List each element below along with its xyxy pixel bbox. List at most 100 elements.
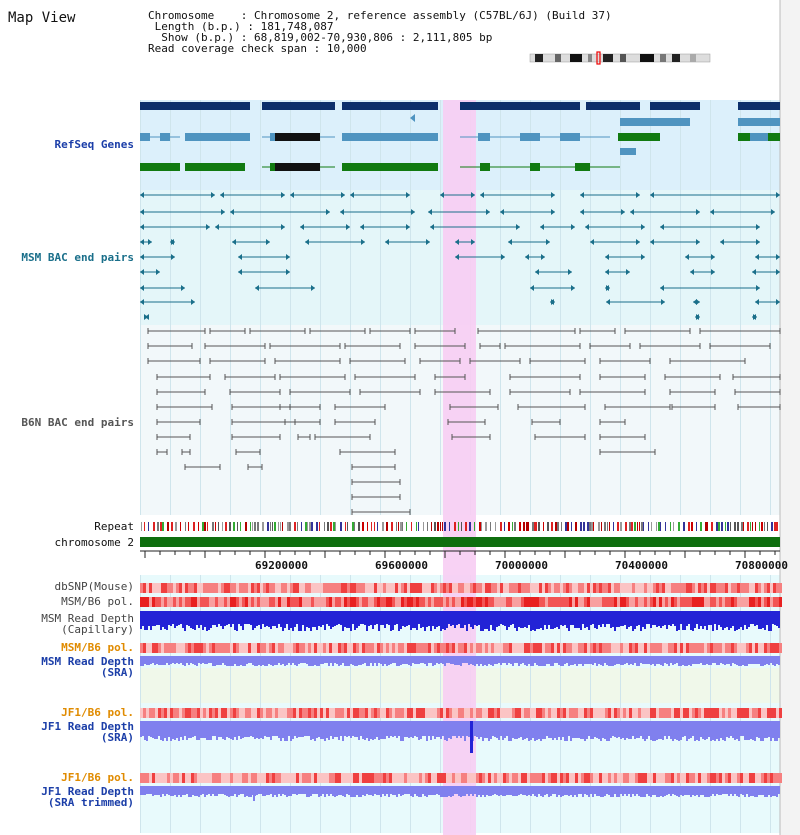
msm-b6-pol-sra-strip [206, 643, 209, 653]
dbsnp-strip [143, 583, 146, 593]
msm-depth-sra-bar [474, 656, 476, 666]
jf1-b6-pol-strip [347, 708, 350, 718]
msm-depth-capillary-bar [238, 611, 240, 624]
jf1-depth-sra-bar [326, 721, 328, 738]
msm-depth-sra-bar [236, 656, 238, 666]
msm-depth-sra-bar [406, 656, 408, 664]
msm-depth-sra-bar [512, 656, 514, 666]
jf1-depth-sra-bar [496, 721, 498, 738]
jf1-depth-sra-bar [678, 721, 680, 741]
b6n-bac-label[interactable]: B6N BAC end pairs [21, 416, 134, 429]
dbsnp-strip [545, 583, 548, 593]
refseq-genes-label[interactable]: RefSeq Genes [54, 138, 134, 151]
jf1-b6-pol-trim-strip [227, 773, 230, 783]
jf1-depth-sra-bar [662, 721, 664, 740]
jf1-depth-trimmed-bar [594, 786, 596, 794]
jf1-depth-sra-bar [480, 721, 482, 737]
jf1-depth-sra-bar [230, 721, 232, 739]
msm-bac-end [685, 254, 689, 260]
msm-bac-end [508, 239, 512, 245]
jf1-b6-pol-trim-strip [491, 773, 494, 783]
dbsnp-strip [227, 583, 230, 593]
msm-depth-sra-bar [462, 656, 464, 663]
msm-depth-capillary-bar [424, 611, 426, 631]
msm-depth-capillary-bar [210, 611, 212, 628]
jf1-depth-sra-bar [620, 721, 622, 739]
msm-depth-capillary-bar [404, 611, 406, 627]
msm-depth-capillary-bar [578, 611, 580, 628]
msm-depth-capillary-bar [296, 611, 298, 624]
jf1-depth-sra-bar [214, 721, 216, 736]
msm-depth-sra-bar [604, 656, 606, 663]
repeat-element [382, 522, 384, 531]
gene-exon [620, 148, 636, 155]
jf1-b6-pol-strip [323, 708, 326, 718]
jf1-b6-pol-label: JF1/B6 pol. [61, 706, 134, 719]
msm-depth-sra-bar [552, 656, 554, 666]
repeat-element [691, 522, 693, 531]
jf1-depth-sra-bar [446, 721, 448, 741]
jf1-depth-trimmed-bar [754, 786, 756, 797]
jf1-b6-pol-trim-strip [737, 773, 740, 783]
msm-b6-pol-strip [461, 597, 464, 607]
jf1-depth-trimmed-bar [180, 786, 182, 797]
dbsnp-strip [473, 583, 476, 593]
repeat-element [767, 522, 768, 531]
msm-depth-capillary-bar [206, 611, 208, 631]
jf1-b6-pol-strip [713, 708, 716, 718]
repeat-element [604, 522, 606, 531]
repeat-element [734, 522, 736, 531]
msm-bac-end [230, 209, 234, 215]
jf1-depth-trimmed-bar [506, 786, 508, 795]
msm-depth-sra-bar [238, 656, 240, 666]
jf1-b6-pol-strip [536, 708, 539, 718]
msm-b6-pol-strip [560, 597, 563, 607]
msm-depth-capillary-bar [232, 611, 234, 624]
dbsnp-strip [734, 583, 737, 593]
jf1-depth-trimmed-bar [478, 786, 480, 795]
jf1-depth-sra-bar [640, 721, 642, 736]
msm-depth-sra-bar [374, 656, 376, 663]
jf1-b6-pol-strip [758, 708, 761, 718]
msm-b6-pol-sra-strip [395, 643, 398, 653]
jf1-depth-trimmed-bar [580, 786, 582, 794]
jf1-depth-sra-bar [424, 721, 426, 736]
jf1-depth-sra-bar [726, 721, 728, 737]
jf1-depth-trimmed-bar [258, 786, 260, 794]
msm-b6-pol-strip [194, 597, 197, 607]
msm-b6-pol-sra-strip [389, 643, 392, 653]
jf1-b6-pol-strip [605, 708, 608, 718]
jf1-b6-pol-trim-strip [371, 773, 374, 783]
jf1-b6-pol-strip [731, 708, 734, 718]
msm-b6-pol-strip [176, 597, 179, 607]
msm-b6-pol-sra-strip [368, 643, 371, 653]
msm-depth-capillary-bar [476, 611, 478, 626]
jf1-b6-pol-strip [359, 708, 362, 718]
repeat-element [297, 522, 298, 531]
jf1-depth-sra-bar [736, 721, 738, 739]
msm-depth-capillary-bar [612, 611, 614, 627]
msm-bac-end [281, 192, 285, 198]
jf1-depth-trimmed-bar [646, 786, 648, 794]
jf1-depth-trimmed-bar [424, 786, 426, 796]
msm-b6-pol-strip [479, 597, 482, 607]
repeat-element [504, 522, 505, 531]
repeat-element [289, 522, 291, 531]
msm-b6-pol-sra-strip [725, 643, 728, 653]
repeat-element [593, 522, 594, 531]
msm-depth-sra-bar [766, 656, 768, 664]
msm-depth-sra-bar [606, 656, 608, 665]
msm-bac-label[interactable]: MSM BAC end pairs [21, 251, 134, 264]
jf1-depth-trimmed-bar [728, 786, 730, 796]
msm-depth-sra-bar [646, 656, 648, 664]
jf1-depth-trimmed-bar [354, 786, 356, 797]
jf1-depth-trimmed-bar [680, 786, 682, 795]
msm-depth-capillary-bar [328, 611, 330, 626]
repeat-element [741, 522, 743, 531]
msm-depth-capillary-bar [214, 611, 216, 625]
msm-depth-sra-bar [400, 656, 402, 665]
msm-depth-capillary-bar [140, 611, 142, 629]
dbsnp-strip [359, 583, 362, 593]
jf1-depth-trimmed-bar [440, 786, 442, 797]
msm-depth-sra-bar [648, 656, 650, 664]
